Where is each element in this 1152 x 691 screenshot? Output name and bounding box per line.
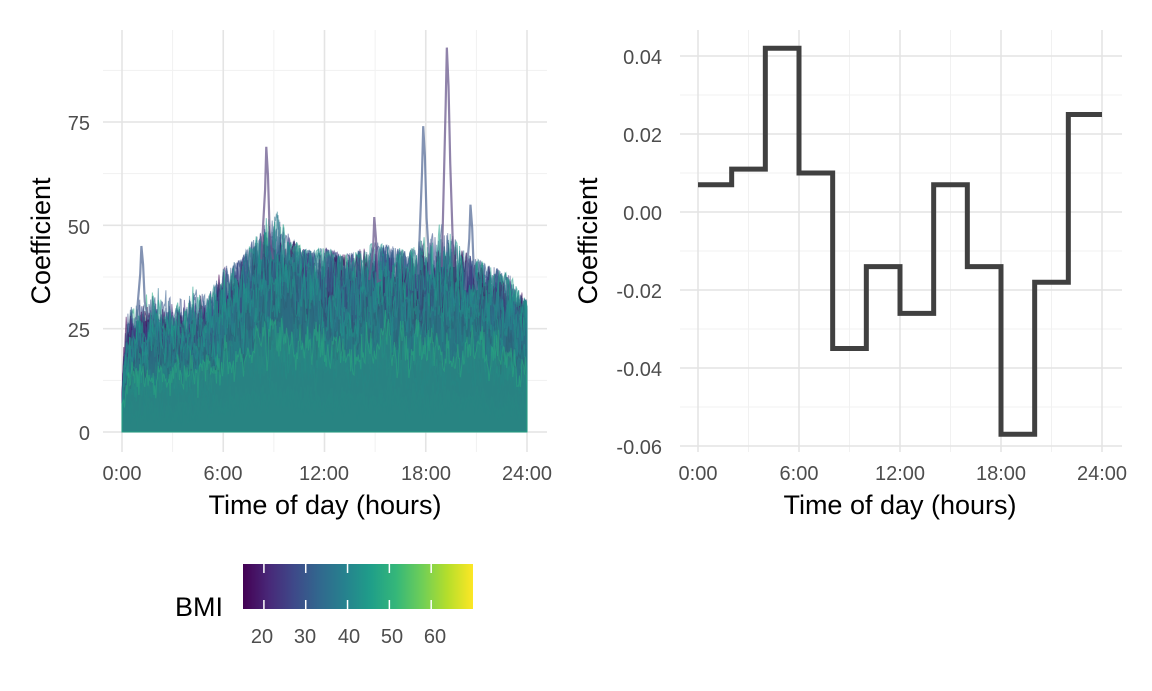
right-y-axis-title: Coefficient [573, 177, 603, 305]
right-y-tick-label: -0.06 [616, 437, 662, 459]
legend-tick-labels: 20 30 40 50 60 [251, 626, 446, 648]
left-plot-area [121, 47, 528, 433]
left-x-tick-label: 12:00 [299, 463, 349, 485]
bmi-trace-peak [260, 146, 275, 260]
right-x-tick-label: 18:00 [976, 463, 1026, 485]
legend-tick-label: 30 [294, 626, 316, 648]
bmi-legend: BMI 20 30 40 50 60 [175, 564, 473, 648]
left-x-tick-label: 0:00 [103, 463, 142, 485]
legend-tick-label: 40 [338, 626, 360, 648]
right-y-tick-label: -0.04 [616, 359, 662, 381]
right-x-tick-label: 6:00 [780, 463, 819, 485]
right-y-tick-label: -0.02 [616, 281, 662, 303]
left-x-tick-label: 24:00 [502, 463, 552, 485]
left-y-tick-label: 50 [68, 217, 90, 239]
left-x-tick-label: 18:00 [401, 463, 451, 485]
legend-ticks [263, 564, 432, 609]
left-y-axis-title: Coefficient [26, 177, 56, 305]
right-panel: 0:00 6:00 12:00 18:00 24:00 -0.06 -0.04 … [573, 30, 1127, 520]
bmi-trace-peak [440, 47, 455, 268]
left-y-tick-label: 25 [68, 320, 90, 342]
bmi-trace-series [121, 218, 528, 433]
bmi-trace-series [121, 310, 528, 433]
bmi-trace-series [121, 339, 528, 433]
bmi-trace-peak [135, 245, 150, 320]
right-x-tick-labels: 0:00 6:00 12:00 18:00 24:00 [679, 463, 1128, 485]
left-panel: 0:00 6:00 12:00 18:00 24:00 0 25 50 75 T… [26, 30, 552, 520]
bmi-trace-peak [368, 216, 382, 284]
right-y-tick-label: 0.02 [623, 125, 662, 147]
left-y-tick-label: 75 [68, 113, 90, 135]
left-x-tick-label: 6:00 [204, 463, 243, 485]
legend-title: BMI [175, 592, 223, 622]
legend-tick-label: 50 [381, 626, 403, 648]
legend-tick-label: 20 [251, 626, 273, 648]
left-x-tick-labels: 0:00 6:00 12:00 18:00 24:00 [103, 463, 553, 485]
right-step-line [698, 45, 1102, 437]
right-x-tick-label: 12:00 [875, 463, 925, 485]
bmi-trace-peak [464, 204, 479, 291]
bmi-trace-series [121, 211, 528, 433]
left-y-tick-label: 0 [79, 423, 90, 445]
right-x-tick-label: 0:00 [679, 463, 718, 485]
right-y-tick-label: 0.00 [623, 203, 662, 225]
legend-tick-label: 60 [424, 626, 446, 648]
legend-colorbar [243, 564, 473, 609]
right-x-tick-label: 24:00 [1077, 463, 1127, 485]
bmi-trace-series [121, 377, 528, 433]
right-y-tick-labels: -0.06 -0.04 -0.02 0.00 0.02 0.04 [616, 47, 662, 459]
left-x-axis-title: Time of day (hours) [208, 490, 441, 520]
bmi-trace-peak [417, 126, 432, 275]
right-y-tick-label: 0.04 [623, 47, 662, 69]
right-grid [680, 30, 1122, 452]
right-x-axis-title: Time of day (hours) [783, 490, 1016, 520]
left-y-tick-labels: 0 25 50 75 [68, 113, 90, 445]
